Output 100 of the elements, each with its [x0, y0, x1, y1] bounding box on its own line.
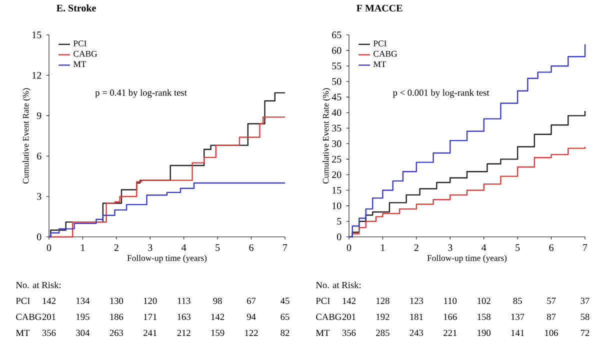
y-tick-label: 15 [332, 186, 342, 194]
x-tick-label: 0 [46, 244, 52, 252]
text: 137 [511, 314, 524, 320]
x-tick-label: 6 [549, 244, 554, 252]
text: 37 [580, 298, 590, 304]
text: 120 [144, 298, 157, 304]
text: 82 [280, 330, 290, 336]
text: 201 [42, 314, 56, 320]
x-tick-label: 5 [516, 244, 520, 251]
y-tick-label: 40 [332, 109, 342, 116]
text: 141 [511, 330, 524, 336]
text: 123 [410, 298, 424, 304]
text: 192 [376, 314, 390, 320]
y-tick-label: 10 [332, 202, 342, 210]
text: 134 [76, 298, 90, 304]
text: 166 [444, 314, 457, 320]
y-tick-label: 50 [332, 78, 342, 85]
text: 94 [246, 314, 256, 320]
y-tick-label: 3 [37, 193, 42, 200]
x-axis-title: Follow-up time (years) [127, 254, 207, 263]
text: 102 [478, 298, 490, 304]
x-tick-label: 2 [414, 244, 418, 251]
text: MT [316, 330, 330, 336]
text: 285 [376, 330, 390, 336]
x-tick-label: 1 [381, 244, 385, 251]
x-tick-label: 2 [114, 244, 118, 251]
text: 221 [444, 330, 457, 336]
y-tick-label: 0 [337, 234, 342, 240]
text: 159 [211, 330, 224, 336]
text: 181 [410, 314, 423, 320]
text: 72 [580, 330, 590, 336]
text: 113 [178, 298, 190, 304]
text: 67 [247, 298, 256, 304]
text: 65 [280, 314, 290, 320]
x-tick-label: 4 [182, 244, 186, 251]
text: 212 [177, 330, 190, 336]
x-tick-label: 3 [148, 244, 152, 252]
text: 171 [144, 314, 157, 320]
text: 142 [42, 298, 56, 304]
text: 87 [546, 314, 556, 320]
y-tick-label: 5 [337, 218, 342, 225]
text: 122 [245, 330, 258, 336]
legend-label: PCI [373, 40, 386, 46]
text: 195 [76, 314, 90, 320]
text: 356 [42, 330, 56, 336]
x-tick-label: 0 [346, 244, 352, 252]
y-tick-label: 65 [332, 32, 342, 38]
legend-label: MT [73, 61, 86, 68]
y-tick-label: 30 [332, 140, 342, 148]
chart-title: F MACCE [356, 4, 402, 12]
text: 163 [178, 314, 190, 320]
text: 57 [547, 298, 556, 304]
text: 190 [478, 330, 490, 336]
y-tick-label: 45 [332, 94, 342, 100]
text: 128 [376, 298, 390, 304]
text: 142 [342, 298, 356, 304]
text: No. at Risk: [316, 282, 361, 288]
y-tick-label: 60 [332, 47, 342, 54]
text: 45 [280, 298, 290, 304]
text: 158 [478, 314, 490, 320]
text: 130 [110, 298, 124, 304]
text: 201 [342, 314, 356, 320]
y-tick-label: 25 [332, 156, 342, 163]
text: 110 [444, 298, 457, 304]
x-tick-label: 7 [283, 244, 288, 251]
x-tick-label: 7 [583, 244, 588, 251]
y-tick-label: 9 [36, 112, 42, 120]
text: 356 [342, 330, 356, 336]
text: 304 [76, 330, 90, 336]
y-tick-label: 12 [32, 72, 42, 79]
x-tick-label: 5 [216, 244, 220, 251]
text: 98 [213, 298, 222, 304]
text: PCI [16, 298, 30, 304]
text: MT [16, 330, 30, 336]
y-tick-label: 20 [332, 171, 342, 178]
annotation: p < 0.001 by log-rank test [392, 89, 490, 98]
text: 106 [545, 330, 558, 336]
text: No. at Risk: [16, 282, 61, 288]
annotation: p = 0.41 by log-rank test [95, 89, 187, 98]
text: 85 [513, 298, 522, 304]
x-tick-label: 1 [81, 244, 85, 251]
y-axis-title: Cumulative Event Rate (%) [322, 88, 330, 184]
x-tick-label: 6 [249, 244, 254, 252]
y-tick-label: 0 [37, 234, 42, 240]
y-tick-label: 15 [32, 32, 42, 38]
text: PCI [316, 298, 330, 304]
y-axis-title: Cumulative Event Rate (%) [22, 88, 30, 184]
x-tick-label: 4 [482, 244, 486, 251]
legend-label: CABG [374, 50, 398, 57]
text: 186 [110, 314, 124, 320]
text: CABG [316, 314, 342, 320]
x-tick-label: 3 [448, 244, 452, 252]
text: 58 [580, 314, 590, 320]
legend-label: CABG [74, 50, 98, 57]
text: 241 [144, 330, 157, 336]
y-tick-label: 55 [332, 62, 342, 70]
text: CABG [16, 314, 42, 320]
x-axis-title: Follow-up time (years) [427, 254, 507, 263]
legend-label: PCI [73, 40, 86, 46]
text: 263 [110, 330, 124, 336]
